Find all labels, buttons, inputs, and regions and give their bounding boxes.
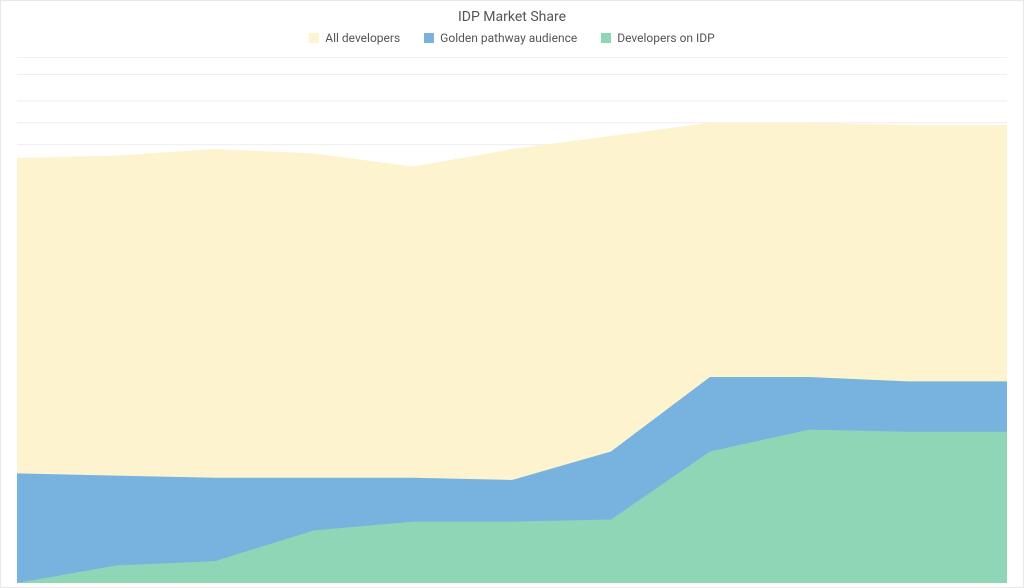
legend-item-golden-pathway[interactable]: Golden pathway audience (424, 31, 577, 45)
legend-item-developers-on-idp[interactable]: Developers on IDP (601, 31, 715, 45)
area-chart-svg (17, 57, 1007, 583)
legend-label: Golden pathway audience (440, 31, 577, 45)
legend-item-all-developers[interactable]: All developers (309, 31, 400, 45)
plot-area (17, 57, 1007, 583)
legend: All developers Golden pathway audience D… (1, 27, 1023, 53)
chart-title: IDP Market Share (1, 1, 1023, 27)
legend-label: All developers (325, 31, 400, 45)
chart-container: IDP Market Share All developers Golden p… (0, 0, 1024, 588)
legend-swatch-icon (309, 33, 319, 43)
legend-swatch-icon (601, 33, 611, 43)
legend-label: Developers on IDP (617, 31, 715, 45)
area-series (17, 123, 1007, 583)
legend-swatch-icon (424, 33, 434, 43)
